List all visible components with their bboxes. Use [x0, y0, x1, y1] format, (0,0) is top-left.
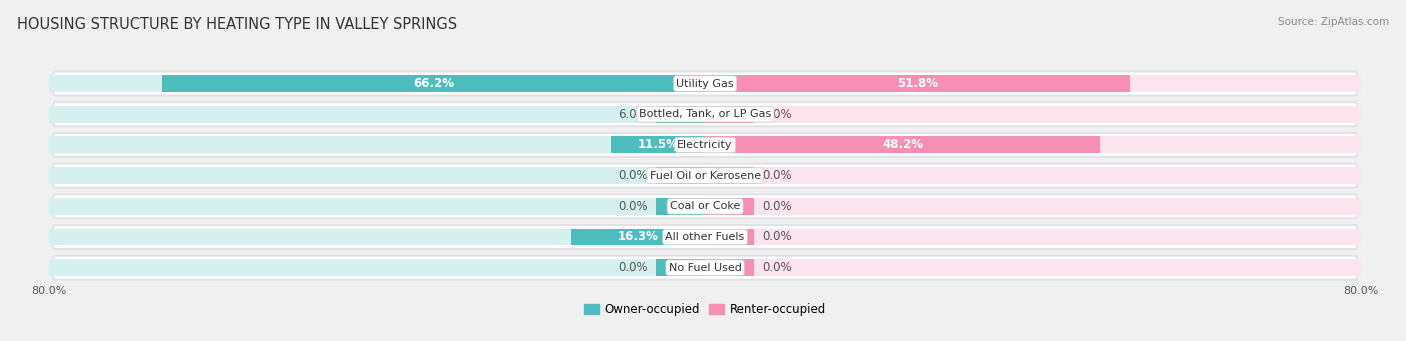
- Text: All other Fuels: All other Fuels: [665, 232, 745, 242]
- Text: No Fuel Used: No Fuel Used: [669, 263, 741, 273]
- Text: 16.3%: 16.3%: [617, 231, 659, 243]
- Text: 0.0%: 0.0%: [762, 231, 792, 243]
- Bar: [610, 136, 706, 153]
- Bar: [706, 198, 754, 215]
- FancyBboxPatch shape: [53, 134, 1357, 156]
- Text: 0.0%: 0.0%: [619, 169, 648, 182]
- Text: 66.2%: 66.2%: [413, 77, 454, 90]
- Legend: Owner-occupied, Renter-occupied: Owner-occupied, Renter-occupied: [585, 303, 825, 316]
- Bar: [706, 136, 1101, 153]
- FancyBboxPatch shape: [53, 73, 1357, 94]
- Text: 0.0%: 0.0%: [762, 200, 792, 213]
- Text: 48.2%: 48.2%: [882, 138, 924, 151]
- Text: 51.8%: 51.8%: [897, 77, 938, 90]
- Text: Source: ZipAtlas.com: Source: ZipAtlas.com: [1278, 17, 1389, 27]
- Bar: [706, 136, 1361, 153]
- Bar: [706, 259, 754, 276]
- Text: 6.0%: 6.0%: [619, 108, 648, 121]
- Bar: [49, 167, 706, 184]
- Text: Bottled, Tank, or LP Gas: Bottled, Tank, or LP Gas: [638, 109, 772, 119]
- Bar: [49, 136, 706, 153]
- Text: 0.0%: 0.0%: [762, 169, 792, 182]
- Text: Coal or Coke: Coal or Coke: [669, 201, 741, 211]
- Bar: [706, 167, 754, 184]
- Bar: [657, 259, 706, 276]
- FancyBboxPatch shape: [52, 193, 1358, 219]
- FancyBboxPatch shape: [53, 165, 1357, 187]
- Bar: [49, 106, 706, 123]
- Bar: [49, 228, 706, 246]
- Text: 0.0%: 0.0%: [619, 200, 648, 213]
- Bar: [706, 167, 1361, 184]
- Bar: [49, 75, 706, 92]
- FancyBboxPatch shape: [52, 101, 1358, 127]
- Text: 11.5%: 11.5%: [637, 138, 679, 151]
- Bar: [706, 259, 1361, 276]
- FancyBboxPatch shape: [52, 132, 1358, 158]
- Text: Fuel Oil or Kerosene: Fuel Oil or Kerosene: [650, 170, 761, 181]
- FancyBboxPatch shape: [53, 257, 1357, 279]
- Bar: [571, 228, 706, 246]
- Bar: [49, 198, 706, 215]
- Bar: [657, 198, 706, 215]
- Bar: [706, 75, 1130, 92]
- Text: HOUSING STRUCTURE BY HEATING TYPE IN VALLEY SPRINGS: HOUSING STRUCTURE BY HEATING TYPE IN VAL…: [17, 17, 457, 32]
- Bar: [706, 228, 1361, 246]
- Bar: [706, 228, 754, 246]
- FancyBboxPatch shape: [52, 71, 1358, 97]
- Bar: [657, 167, 706, 184]
- FancyBboxPatch shape: [52, 163, 1358, 189]
- Bar: [706, 198, 1361, 215]
- Text: Utility Gas: Utility Gas: [676, 78, 734, 89]
- FancyBboxPatch shape: [53, 226, 1357, 248]
- Bar: [706, 106, 1361, 123]
- FancyBboxPatch shape: [52, 255, 1358, 281]
- Text: Electricity: Electricity: [678, 140, 733, 150]
- FancyBboxPatch shape: [53, 103, 1357, 125]
- Text: 0.0%: 0.0%: [762, 108, 792, 121]
- Bar: [706, 75, 1361, 92]
- Text: 0.0%: 0.0%: [619, 261, 648, 274]
- Bar: [162, 75, 706, 92]
- Bar: [657, 106, 706, 123]
- Bar: [49, 259, 706, 276]
- FancyBboxPatch shape: [52, 224, 1358, 250]
- Text: 0.0%: 0.0%: [762, 261, 792, 274]
- Bar: [706, 106, 754, 123]
- FancyBboxPatch shape: [53, 195, 1357, 217]
